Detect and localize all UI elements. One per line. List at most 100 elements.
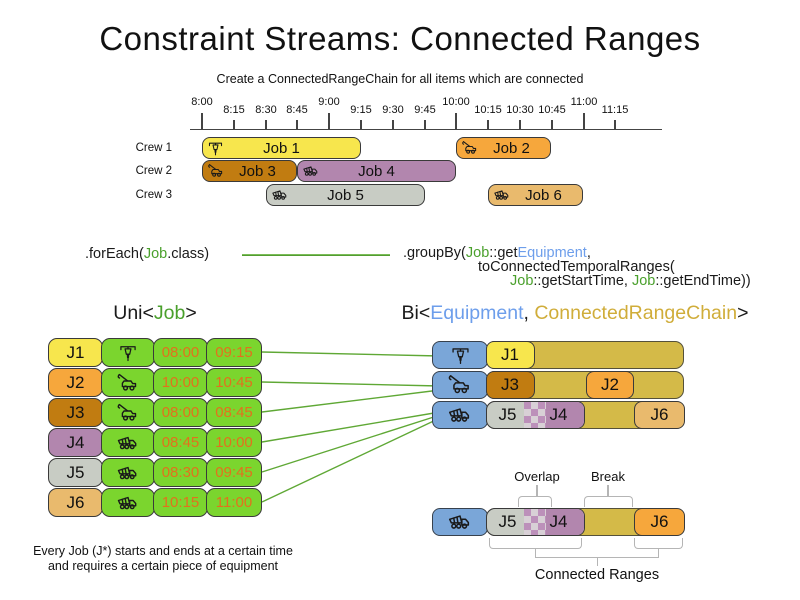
- text-fragment: .groupBy(: [403, 245, 466, 261]
- uni-job-cell: J4: [48, 428, 103, 457]
- text-fragment: Uni<: [113, 302, 154, 324]
- connector-line: [261, 414, 441, 473]
- bi-equipment-cell: [432, 401, 488, 429]
- bi-range-bar-1: J1: [485, 340, 684, 369]
- tick-label: 8:45: [286, 104, 308, 116]
- uni-job-cell: J6: [48, 488, 103, 517]
- overlap-label: Overlap: [514, 469, 560, 484]
- text-fragment: ,: [586, 245, 591, 261]
- j4-segment: [545, 401, 584, 428]
- code-connector-line: [242, 254, 390, 256]
- gantt-bar-job-5: Job 5: [266, 184, 425, 206]
- uni-equipment-cell: [101, 368, 155, 397]
- page-title: Constraint Streams: Connected Ranges: [99, 20, 701, 57]
- uni-start-cell: 10:00: [153, 368, 208, 397]
- crew-label-3: Crew 3: [135, 189, 172, 201]
- uni-end-cell: 08:45: [206, 398, 262, 427]
- tick-label: 11:00: [570, 96, 598, 108]
- connector-line: [261, 381, 441, 387]
- bi-heading: Bi<Equipment, ConnectedRangeChain>: [385, 302, 765, 325]
- uni-job-cell: J1: [48, 338, 103, 367]
- bi-range-bar-2: J3 J2: [485, 370, 684, 399]
- tick-label: 10:00: [442, 96, 470, 108]
- tick-label: 9:45: [414, 104, 436, 116]
- tick-label: 9:00: [318, 96, 340, 108]
- dump-truck-icon: [116, 461, 140, 485]
- text-fragment: ::getStartTime,: [533, 273, 632, 289]
- footer-note: Every Job (J*) starts and ends at a cert…: [8, 544, 318, 574]
- tick-label: 8:30: [255, 104, 277, 116]
- bracket-stem: [657, 549, 660, 557]
- gantt-bar-label: Job 6: [525, 186, 562, 204]
- dump-truck-icon: [493, 186, 511, 204]
- tick-label: 8:00: [191, 96, 213, 108]
- bi-job-box: J6: [634, 400, 685, 429]
- gantt-bar-job-3: Job 3: [202, 160, 297, 182]
- bracket-stem: [596, 558, 598, 566]
- text-fragment: ::getEndTime)): [655, 273, 751, 289]
- connector-line: [261, 417, 441, 503]
- uni-job-cell: J5: [48, 458, 103, 487]
- crane-truck-icon: [207, 162, 225, 180]
- connected-ranges-label: Connected Ranges: [534, 567, 660, 583]
- text-fragment: .forEach(: [85, 246, 144, 262]
- text-fragment: >: [185, 302, 197, 324]
- bi-job-box: J3: [485, 370, 535, 399]
- bi-equipment-cell: [432, 371, 488, 399]
- uni-start-cell: 10:15: [153, 488, 208, 517]
- crane-truck-icon: [461, 139, 479, 157]
- bi-job-box: J1: [485, 340, 535, 369]
- detail-equipment-cell: [432, 508, 488, 536]
- uni-end-cell: 10:00: [206, 428, 262, 457]
- gantt-bar-label: Job 3: [239, 162, 276, 180]
- uni-table: J1 08:00 09:15 J2 10:00 10:45 J3 08:00 0…: [48, 338, 262, 518]
- text-fragment: Job: [465, 245, 490, 261]
- text-fragment: Equipment: [430, 302, 524, 324]
- bracket-join-line: [535, 556, 659, 558]
- jackhammer-icon: [118, 343, 138, 363]
- text-fragment: Equipment: [517, 245, 587, 261]
- bi-equipment-cell: [432, 341, 488, 369]
- text-fragment: toConnectedTemporalRanges(: [478, 259, 675, 275]
- tick-label: 10:15: [474, 104, 502, 116]
- dump-truck-icon: [302, 162, 320, 180]
- bi-job-label: J5: [498, 404, 517, 424]
- text-fragment: .class): [167, 246, 210, 262]
- text-fragment: Bi<: [401, 302, 431, 324]
- gantt-bar-job-1: Job 1: [202, 137, 361, 159]
- overlap-checker: [523, 508, 546, 535]
- uni-equipment-cell: [101, 488, 155, 517]
- text-fragment: ConnectedRangeChain: [534, 302, 738, 324]
- dump-truck-icon: [447, 402, 473, 428]
- uni-end-cell: 10:45: [206, 368, 262, 397]
- connector-line: [261, 351, 441, 357]
- crew-label-1: Crew 1: [135, 142, 172, 154]
- uni-equipment-cell: [101, 458, 155, 487]
- bi-range-bar-3: J5 J4 J6: [485, 400, 685, 429]
- detail-job-label: J4: [549, 511, 568, 531]
- bracket-stem: [534, 549, 537, 557]
- uni-start-cell: 08:30: [153, 458, 208, 487]
- text-fragment: ,: [523, 302, 535, 324]
- uni-end-cell: 09:45: [206, 458, 262, 487]
- dump-truck-icon: [116, 431, 140, 455]
- break-label: Break: [591, 469, 625, 484]
- overlap-composite: J5 J4: [485, 400, 585, 429]
- uni-end-cell: 11:00: [206, 488, 262, 517]
- gantt-bar-label: Job 2: [493, 139, 530, 157]
- footer-line-1: Every Job (J*) starts and ends at a cert…: [33, 544, 293, 558]
- connected-range-bracket-right: [634, 538, 683, 549]
- connected-range-bracket-left: [489, 538, 582, 549]
- uni-equipment-cell: [101, 428, 155, 457]
- text-fragment: >: [737, 302, 749, 324]
- code-groupby-line3: Job::getStartTime, Job::getEndTime)): [510, 274, 751, 289]
- overlap-checker: [523, 401, 546, 428]
- connector-line: [261, 389, 441, 413]
- dump-truck-icon: [271, 186, 289, 204]
- jackhammer-icon: [450, 345, 471, 366]
- text-fragment: Job: [631, 273, 656, 289]
- detail-job-label: J5: [498, 511, 517, 531]
- uni-equipment-cell: [101, 398, 155, 427]
- tick-label: 10:45: [538, 104, 566, 116]
- jackhammer-icon: [207, 139, 224, 157]
